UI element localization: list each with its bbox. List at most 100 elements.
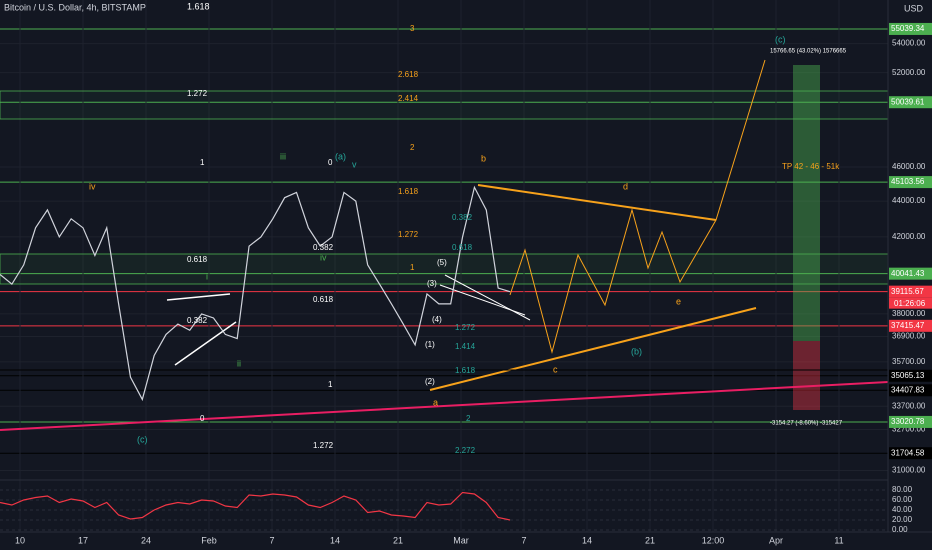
long-stop: -3154.27 (-8.60%) -315427 — [770, 421, 843, 427]
tp-label: TP 42 - 46 - 51k — [782, 162, 840, 171]
fib-label: 2 — [466, 414, 471, 423]
wave-label: i — [206, 271, 208, 281]
wave-label: (c) — [775, 34, 786, 44]
long-target: 15766.65 (43.02%) 1576665 — [770, 49, 847, 55]
fib-label: 0.618 — [313, 295, 334, 304]
level-tag-label: 39115.67 — [891, 287, 924, 296]
y-tick-label: 36900.00 — [892, 332, 926, 341]
fib-label: 1.618 — [398, 187, 419, 196]
y-tick-label: 33700.00 — [892, 401, 926, 410]
x-tick-label: 7 — [269, 535, 274, 545]
drawings — [0, 59, 889, 431]
fib-label: 1 — [200, 158, 205, 167]
fib-label: 2.272 — [455, 446, 476, 455]
x-tick-label: Feb — [201, 535, 217, 545]
fib-label: 0.382 — [452, 213, 473, 222]
fib-label: 0 — [200, 414, 205, 423]
level-tag-label: 37415.47 — [891, 321, 925, 330]
level-tag — [889, 285, 932, 298]
wave-label: (3) — [427, 279, 437, 288]
x-tick-label: 14 — [582, 535, 592, 545]
level-tag-label: 45103.56 — [891, 177, 925, 186]
fib-label: 0 — [328, 158, 333, 167]
wave-label: e — [676, 296, 681, 306]
fib-label: 3 — [410, 24, 415, 33]
level-tag — [889, 369, 932, 382]
level-tag-label: 33020.78 — [891, 417, 925, 426]
wave-label: (1) — [425, 340, 435, 349]
fib-label: 0.618 — [187, 255, 208, 264]
x-tick-label: 24 — [141, 535, 151, 545]
y-tick-label: 46000.00 — [892, 162, 926, 171]
wave-label: c — [553, 364, 558, 374]
x-tick-label: 12:00 — [702, 535, 725, 545]
level-tag-label: 40041.43 — [891, 269, 925, 278]
grid — [0, 0, 888, 532]
currency: USD — [904, 3, 924, 13]
wave-label: b — [481, 153, 486, 163]
y-tick-label: 31000.00 — [892, 466, 926, 475]
annotations: 1.618 3 2.618 2.414 1.272 2 1.618 1.272 … — [89, 1, 847, 455]
fib-label: 1.414 — [455, 342, 476, 351]
fib-label: 0.382 — [313, 243, 334, 252]
fib-label: 1.272 — [187, 89, 208, 98]
x-tick-label: Mar — [453, 535, 469, 545]
x-tick-label: 21 — [393, 535, 403, 545]
level-tag-label: 55039.34 — [891, 24, 925, 33]
y-tick-label: 42000.00 — [892, 232, 926, 241]
level-tag-label: 31704.58 — [891, 448, 925, 457]
wave-label: (2) — [425, 377, 435, 386]
price-line — [0, 185, 511, 402]
fib-label: 1.618 — [187, 1, 210, 11]
level-tag-label: 35065.13 — [891, 371, 925, 380]
wave-label: (5) — [437, 258, 447, 267]
x-tick-label: 17 — [78, 535, 88, 545]
wave-label: (4) — [432, 315, 442, 324]
rsi-tick-label: 0.00 — [892, 525, 908, 534]
level-tag — [889, 447, 932, 460]
level-tag — [889, 22, 932, 35]
y-tick-label: 38000.00 — [892, 309, 926, 318]
x-tick-label: 7 — [521, 535, 526, 545]
level-tag-label: 50039.61 — [891, 97, 925, 106]
wave-label: v — [352, 159, 357, 169]
level-tag — [889, 176, 932, 189]
wave-label: iii — [280, 151, 286, 161]
x-tick-label: Apr — [769, 535, 783, 545]
fib-label: 2.414 — [398, 94, 419, 103]
wave-label: iv — [320, 252, 327, 262]
wave-label: (b) — [631, 346, 642, 356]
x-tick-label: 21 — [645, 535, 655, 545]
y-tick-label: 52000.00 — [892, 68, 926, 77]
fib-label: 1.272 — [455, 323, 476, 332]
x-tick-label: 14 — [330, 535, 340, 545]
rsi-tick-label: 40.00 — [892, 505, 913, 514]
rsi-line — [0, 491, 511, 521]
symbol-title: Bitcoin / U.S. Dollar, 4h, BITSTAMP — [4, 2, 146, 12]
fib-label: 1 — [328, 380, 333, 389]
rsi-tick-label: 60.00 — [892, 495, 913, 504]
wave-label: (a) — [335, 151, 346, 161]
rsi-tick-label: 80.00 — [892, 485, 913, 494]
fib-label: 1.272 — [313, 441, 334, 450]
wave-label: ii — [237, 358, 241, 368]
countdown: 01:26:06 — [894, 299, 926, 308]
level-tag — [889, 267, 932, 280]
fib-label: 0.618 — [452, 243, 473, 252]
fib-label: 2 — [410, 143, 415, 152]
y-tick-label: 54000.00 — [892, 39, 926, 48]
rsi-tick-label: 20.00 — [892, 515, 913, 524]
wave-label: iv — [89, 181, 96, 191]
fib-label: 1 — [410, 263, 415, 272]
y-tick-label: 44000.00 — [892, 196, 926, 205]
x-tick-label: 11 — [834, 535, 843, 545]
wave-label: a — [433, 397, 438, 407]
y-tick-label: 32700.00 — [892, 425, 926, 434]
fib-label: 1.272 — [398, 230, 419, 239]
countdown-tag — [889, 297, 932, 309]
level-tag — [889, 415, 932, 428]
fib-label: 0.382 — [187, 316, 208, 325]
wave-label: (c) — [137, 434, 148, 444]
y-tick-label: 35700.00 — [892, 357, 926, 366]
